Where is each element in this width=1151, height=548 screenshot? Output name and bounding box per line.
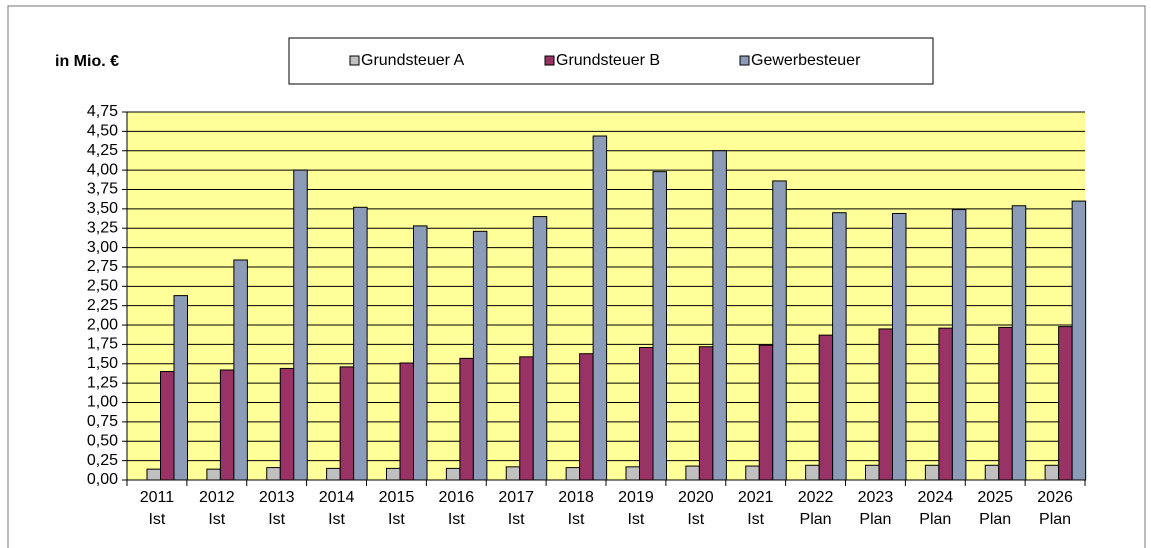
y-tick-label: 2,25: [87, 297, 118, 314]
y-tick-label: 3,25: [87, 219, 118, 236]
bar: [459, 357, 474, 481]
legend: [288, 37, 934, 85]
y-tick-label: 4,25: [87, 142, 118, 159]
y-tick-label: 1,00: [87, 394, 118, 411]
bar: [892, 212, 907, 481]
bar: [1058, 326, 1073, 481]
bar: [772, 180, 787, 481]
bar: [279, 367, 295, 481]
bar: [146, 468, 161, 481]
bar: [698, 346, 714, 481]
bar: [532, 216, 548, 481]
y-tick-label: 1,75: [87, 336, 118, 353]
bar: [1044, 464, 1060, 481]
bar: [758, 344, 774, 481]
bar: [878, 328, 893, 481]
x-tick-label: 2012 Ist: [199, 489, 235, 528]
x-tick-label: 2025 Plan: [977, 489, 1013, 528]
y-tick-label: 0,50: [87, 432, 118, 449]
bar: [951, 209, 967, 481]
x-tick-label: 2024 Plan: [918, 489, 954, 528]
x-tick-label: 2022 Plan: [798, 489, 834, 528]
bar: [219, 369, 235, 481]
bar: [505, 466, 521, 481]
bar: [592, 135, 608, 481]
bar: [639, 347, 654, 481]
x-tick-label: 2013 Ist: [259, 489, 295, 528]
x-tick-label: 2020 Ist: [678, 489, 714, 528]
x-tick-label: 2014 Ist: [319, 489, 355, 528]
bar: [266, 467, 281, 481]
x-tick-label: 2015 Ist: [379, 489, 415, 528]
bar: [386, 467, 401, 481]
bar: [160, 371, 175, 481]
y-tick-label: 1,50: [87, 355, 118, 372]
bar: [818, 334, 834, 481]
legend-label: Grundsteuer A: [361, 52, 465, 69]
bar: [998, 326, 1013, 481]
bar: [652, 171, 667, 481]
legend-label: Gewerbesteuer: [751, 52, 861, 69]
y-tick-label: 0,75: [87, 413, 118, 430]
bar: [712, 150, 727, 481]
x-tick-label: 2026 Plan: [1037, 489, 1073, 528]
bar: [339, 366, 355, 481]
y-tick-label: 3,00: [87, 239, 118, 256]
bar: [326, 467, 341, 481]
legend-swatch: [349, 55, 360, 66]
bar: [924, 464, 940, 481]
x-tick-label: 2011 Ist: [140, 489, 175, 528]
legend-swatch: [544, 55, 555, 66]
y-tick-label: 4,75: [87, 103, 118, 120]
bar: [1011, 205, 1027, 481]
y-tick-label: 3,50: [87, 200, 118, 217]
bar: [445, 467, 461, 481]
x-tick-label: 2021 Ist: [738, 489, 774, 528]
bar: [353, 206, 368, 481]
bar: [685, 465, 700, 481]
legend-swatch: [739, 55, 750, 66]
bar: [832, 212, 847, 481]
bar: [293, 169, 308, 481]
y-tick-label: 4,00: [87, 161, 118, 178]
y-tick-label: 2,50: [87, 278, 118, 295]
x-tick-label: 2017 Ist: [498, 489, 534, 528]
frame: [7, 5, 1146, 548]
legend-label: Grundsteuer B: [556, 52, 660, 69]
y-tick-label: 2,00: [87, 316, 118, 333]
bar: [745, 465, 760, 481]
x-tick-label: 2019 Ist: [618, 489, 654, 528]
y-tick-label: 0,00: [87, 471, 118, 488]
y-tick-label: 0,25: [87, 452, 118, 469]
y-tick-label: 3,75: [87, 181, 118, 198]
bar: [1071, 200, 1087, 481]
x-tick-label: 2023 Plan: [858, 489, 894, 528]
bar: [625, 466, 640, 481]
bar: [984, 464, 1000, 481]
bar: [472, 230, 488, 481]
y-axis-label: in Mio. €: [55, 53, 119, 70]
bar: [805, 464, 820, 481]
y-tick-label: 1,25: [87, 374, 118, 391]
bar: [579, 353, 594, 481]
x-tick-label: 2018 Ist: [558, 489, 594, 528]
bar: [173, 295, 188, 481]
bar: [233, 259, 248, 481]
bar: [413, 225, 428, 481]
y-tick-label: 4,50: [87, 123, 118, 140]
bar: [565, 467, 581, 481]
x-tick-label: 2016 Ist: [439, 489, 475, 528]
bar: [206, 468, 221, 481]
y-tick-label: 2,75: [87, 258, 118, 275]
bar: [519, 356, 534, 481]
bar: [938, 327, 953, 481]
bar: [399, 362, 414, 481]
bar: [865, 464, 880, 481]
